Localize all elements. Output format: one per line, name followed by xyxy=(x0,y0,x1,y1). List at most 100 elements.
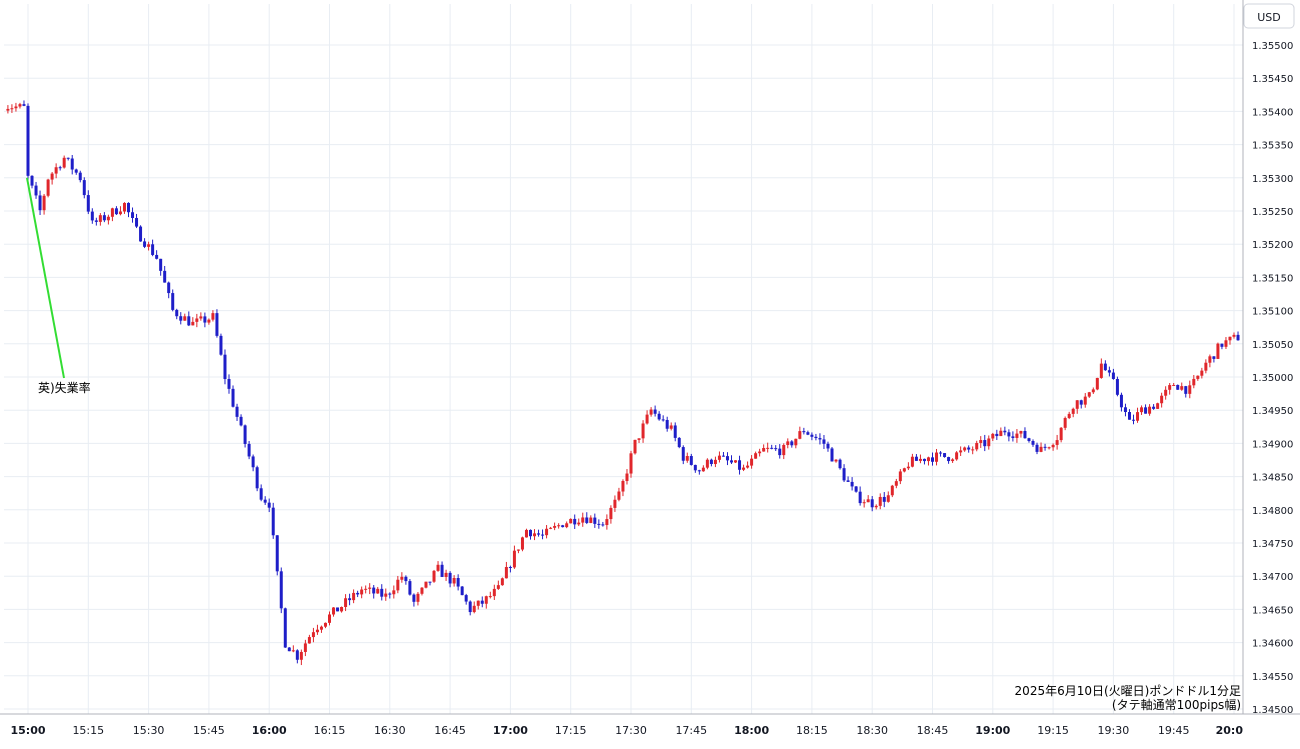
y-tick-label: 1.34600 xyxy=(1252,639,1293,650)
candle-body xyxy=(922,458,926,462)
annotation-line xyxy=(26,177,65,379)
y-tick-label: 1.35000 xyxy=(1252,373,1293,384)
candle-body xyxy=(352,592,356,601)
candle-body xyxy=(565,523,569,528)
candle-body xyxy=(649,409,653,415)
candle-body xyxy=(147,244,151,247)
candle-body xyxy=(10,108,14,110)
currency-label[interactable]: USD xyxy=(1257,11,1281,24)
candle-body xyxy=(967,447,971,450)
candle-body xyxy=(191,321,195,326)
candle-body xyxy=(400,576,404,580)
y-tick-label: 1.35300 xyxy=(1252,174,1293,185)
candle-body xyxy=(175,309,179,317)
candle-body xyxy=(1019,430,1023,434)
candle-body xyxy=(102,215,106,221)
candle-body xyxy=(742,467,746,470)
candle-body xyxy=(721,455,725,457)
candle-body xyxy=(1067,413,1071,419)
y-tick-label: 1.34850 xyxy=(1252,473,1293,484)
candle-body xyxy=(187,316,191,326)
candle-body xyxy=(227,379,231,389)
candle-body xyxy=(356,592,360,595)
y-tick-label: 1.35200 xyxy=(1252,240,1293,251)
candle-body xyxy=(1071,408,1075,414)
candle-body xyxy=(1079,400,1083,405)
candle-body xyxy=(1212,356,1216,359)
candle-body xyxy=(894,481,898,486)
candle-body xyxy=(6,108,10,111)
candle-body xyxy=(364,588,368,590)
candle-body xyxy=(914,456,918,461)
candle-body xyxy=(143,241,147,247)
currency-button[interactable] xyxy=(1243,3,1295,29)
candle-body xyxy=(886,495,890,502)
price-axis[interactable]: USD 1.35500 1.35450 1.35400 1.35350 1.35300 1… xyxy=(1242,0,1295,716)
candle-body xyxy=(1156,403,1160,409)
candle-body xyxy=(774,448,778,450)
candle-body xyxy=(508,567,512,569)
candle-body xyxy=(287,647,291,652)
candle-body xyxy=(754,453,758,459)
candle-body xyxy=(734,460,738,463)
time-axis[interactable]: 15:00 15:15 15:30 15:45 16:00 16:15 16:30 16:45… xyxy=(0,713,1300,737)
candle-body xyxy=(211,313,215,320)
candle-body xyxy=(26,105,30,176)
candle-body xyxy=(118,211,122,215)
candle-body xyxy=(878,496,882,506)
candle-body xyxy=(943,453,947,458)
candle-body xyxy=(677,437,681,448)
candle-body xyxy=(448,572,452,584)
candle-body xyxy=(854,486,858,492)
candle-body xyxy=(384,593,388,597)
candle-body xyxy=(681,447,685,461)
candle-body xyxy=(898,471,902,482)
candle-body xyxy=(613,499,617,508)
candle-body xyxy=(955,452,959,460)
candle-body xyxy=(553,525,557,528)
candle-body xyxy=(155,254,159,259)
candle-body xyxy=(890,485,894,496)
candle-body xyxy=(496,585,500,589)
candle-body xyxy=(605,519,609,526)
candle-body xyxy=(388,593,392,595)
candle-body xyxy=(971,449,975,451)
candle-body xyxy=(235,406,239,417)
candle-body xyxy=(661,419,665,421)
x-tick-label: 15:00 xyxy=(10,724,45,737)
candle-body xyxy=(199,316,203,319)
candle-body xyxy=(38,195,42,211)
candle-body xyxy=(464,595,468,602)
candle-body xyxy=(488,596,492,598)
candle-body xyxy=(838,459,842,469)
candle-body xyxy=(569,518,573,524)
candle-body xyxy=(183,316,187,321)
candle-body xyxy=(770,447,774,449)
candle-body xyxy=(810,434,814,437)
candle-body xyxy=(1011,436,1015,438)
candle-body xyxy=(529,529,532,537)
candle-body xyxy=(902,468,906,472)
candle-body xyxy=(822,439,826,444)
candle-body xyxy=(1196,375,1200,379)
x-tick-label: 18:15 xyxy=(796,724,828,737)
candle-body xyxy=(1039,446,1043,452)
candle-body xyxy=(520,537,524,550)
candle-body xyxy=(846,480,850,482)
candle-body xyxy=(906,466,910,469)
candle-body xyxy=(826,443,830,449)
candle-body xyxy=(1216,343,1220,359)
candle-body xyxy=(1204,362,1208,371)
candle-body xyxy=(1180,386,1184,390)
candle-body xyxy=(1144,407,1148,414)
candle-body xyxy=(307,637,311,644)
candle-body xyxy=(86,195,90,212)
candle-body xyxy=(939,452,943,454)
candle-body xyxy=(263,499,267,503)
candle-body xyxy=(858,491,862,504)
x-tick-label: 18:00 xyxy=(734,724,769,737)
candle-body xyxy=(460,586,464,596)
candle-body xyxy=(577,522,581,525)
candle-body xyxy=(82,180,86,196)
candle-body xyxy=(476,600,480,606)
